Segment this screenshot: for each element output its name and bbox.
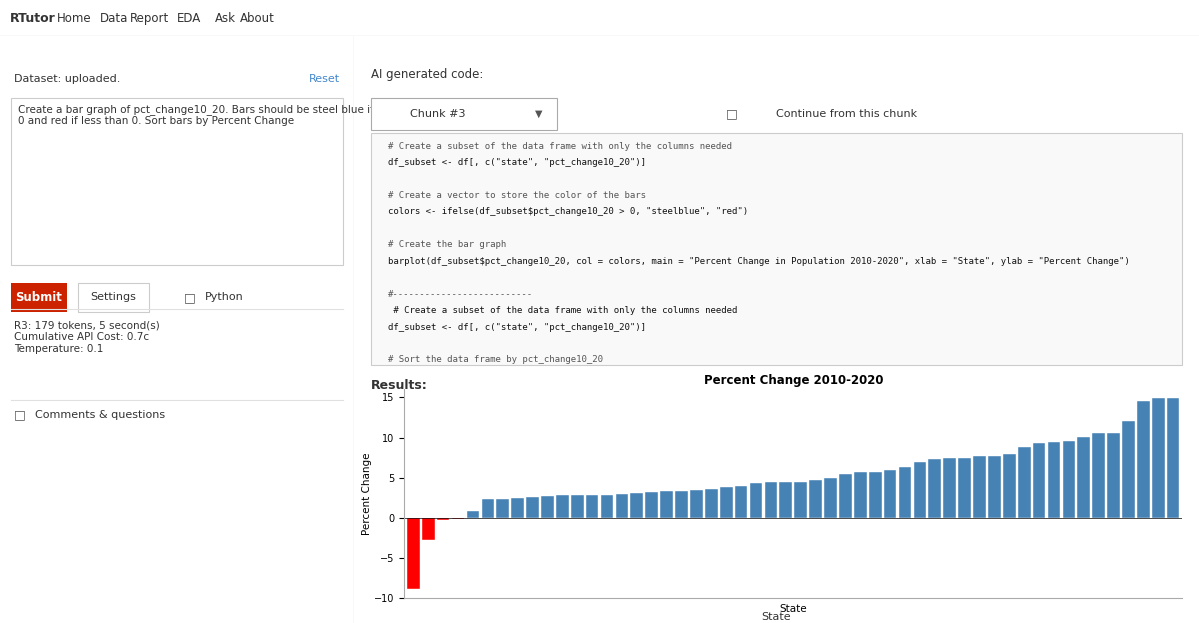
Bar bbox=[719, 487, 733, 518]
Text: RTutor: RTutor bbox=[10, 12, 55, 24]
Text: df_subset <- df[, c("state", "pct_change10_20")]: df_subset <- df[, c("state", "pct_change… bbox=[387, 323, 645, 331]
Text: Ask: Ask bbox=[215, 12, 236, 24]
FancyBboxPatch shape bbox=[370, 133, 1182, 365]
Text: □: □ bbox=[183, 291, 195, 304]
Bar bbox=[466, 511, 480, 518]
Bar bbox=[974, 456, 986, 518]
Bar bbox=[645, 492, 658, 518]
Text: □: □ bbox=[14, 408, 26, 421]
Text: # Create a vector to store the color of the bars: # Create a vector to store the color of … bbox=[387, 191, 645, 200]
Bar bbox=[511, 498, 524, 518]
Bar bbox=[1002, 454, 1016, 518]
Text: Reset: Reset bbox=[308, 74, 339, 84]
Bar bbox=[422, 518, 434, 540]
Text: Create a bar graph of pct_change10_20. Bars should be steel blue if value is gre: Create a bar graph of pct_change10_20. B… bbox=[18, 103, 486, 126]
Bar bbox=[899, 467, 911, 518]
Text: Python: Python bbox=[205, 292, 243, 302]
Bar bbox=[749, 483, 763, 518]
Bar bbox=[1032, 443, 1046, 518]
Text: □: □ bbox=[725, 107, 737, 120]
FancyBboxPatch shape bbox=[78, 283, 149, 312]
Text: Data: Data bbox=[100, 12, 128, 24]
Bar bbox=[795, 482, 807, 518]
Bar bbox=[1152, 398, 1164, 518]
X-axis label: State: State bbox=[779, 604, 807, 614]
Bar bbox=[675, 490, 688, 518]
Text: # Create the bar graph: # Create the bar graph bbox=[387, 240, 506, 249]
Bar bbox=[944, 459, 956, 518]
Bar bbox=[586, 495, 598, 518]
Bar bbox=[914, 462, 926, 518]
Bar bbox=[1167, 398, 1180, 518]
Bar bbox=[436, 518, 450, 520]
FancyBboxPatch shape bbox=[370, 98, 556, 130]
Bar bbox=[1062, 440, 1076, 518]
Title: Percent Change 2010-2020: Percent Change 2010-2020 bbox=[704, 374, 882, 387]
Bar bbox=[884, 470, 897, 518]
Text: Chunk #3: Chunk #3 bbox=[410, 108, 466, 118]
Bar bbox=[809, 480, 823, 518]
Text: Report: Report bbox=[131, 12, 169, 24]
Bar bbox=[988, 456, 1001, 518]
Bar bbox=[556, 495, 568, 518]
Bar bbox=[601, 495, 614, 518]
Text: # Create a subset of the data frame with only the columns needed: # Create a subset of the data frame with… bbox=[387, 306, 737, 315]
FancyBboxPatch shape bbox=[11, 98, 343, 265]
Bar bbox=[928, 459, 941, 518]
Bar bbox=[406, 518, 420, 589]
Bar bbox=[541, 496, 554, 518]
Text: Comments & questions: Comments & questions bbox=[36, 410, 165, 420]
Bar bbox=[691, 490, 703, 518]
Bar bbox=[854, 472, 867, 518]
Text: # Create a subset of the data frame with only the columns needed: # Create a subset of the data frame with… bbox=[387, 142, 731, 151]
Text: Settings: Settings bbox=[90, 292, 137, 302]
Bar bbox=[958, 458, 971, 518]
Text: Continue from this chunk: Continue from this chunk bbox=[777, 108, 917, 118]
Bar bbox=[571, 495, 584, 518]
Bar bbox=[661, 492, 673, 518]
FancyBboxPatch shape bbox=[53, 0, 95, 36]
Y-axis label: Percent Change: Percent Change bbox=[362, 452, 372, 535]
Text: AI generated code:: AI generated code: bbox=[370, 69, 483, 82]
Text: Submit: Submit bbox=[16, 291, 62, 304]
Text: barplot(df_subset$pct_change10_20, col = colors, main = "Percent Change in Popul: barplot(df_subset$pct_change10_20, col =… bbox=[387, 257, 1129, 266]
Bar bbox=[482, 500, 494, 518]
Text: State: State bbox=[761, 612, 791, 622]
Bar bbox=[705, 489, 718, 518]
Text: df_subset <- df[, c("state", "pct_change10_20")]: df_subset <- df[, c("state", "pct_change… bbox=[387, 158, 645, 167]
Text: About: About bbox=[240, 12, 276, 24]
Text: Dataset: uploaded.: Dataset: uploaded. bbox=[14, 74, 121, 84]
Text: ▼: ▼ bbox=[536, 108, 543, 118]
FancyBboxPatch shape bbox=[11, 283, 67, 312]
Bar bbox=[869, 472, 881, 518]
Bar bbox=[1122, 422, 1134, 518]
Bar bbox=[526, 497, 538, 518]
Bar bbox=[631, 493, 643, 518]
Bar bbox=[1078, 437, 1090, 518]
Text: colors <- ifelse(df_subset$pct_change10_20 > 0, "steelblue", "red"): colors <- ifelse(df_subset$pct_change10_… bbox=[387, 207, 748, 217]
Bar bbox=[839, 473, 851, 518]
Text: R3: 179 tokens, 5 second(s)
Cumulative API Cost: 0.7c
Temperature: 0.1: R3: 179 tokens, 5 second(s) Cumulative A… bbox=[14, 321, 159, 354]
Bar bbox=[735, 486, 747, 518]
Text: #--------------------------: #-------------------------- bbox=[387, 290, 532, 298]
Bar bbox=[765, 482, 777, 518]
Text: Results:: Results: bbox=[370, 379, 427, 392]
Bar bbox=[496, 500, 510, 518]
Text: # Sort the data frame by pct_change10_20: # Sort the data frame by pct_change10_20 bbox=[387, 355, 603, 364]
Bar bbox=[1107, 433, 1120, 518]
Bar bbox=[1018, 447, 1030, 518]
Bar bbox=[1092, 433, 1105, 518]
Bar bbox=[779, 482, 793, 518]
Text: EDA: EDA bbox=[177, 12, 201, 24]
Bar bbox=[824, 478, 837, 518]
Text: Home: Home bbox=[58, 12, 91, 24]
Bar bbox=[1048, 442, 1060, 518]
Bar bbox=[1137, 401, 1150, 518]
Bar bbox=[615, 493, 628, 518]
